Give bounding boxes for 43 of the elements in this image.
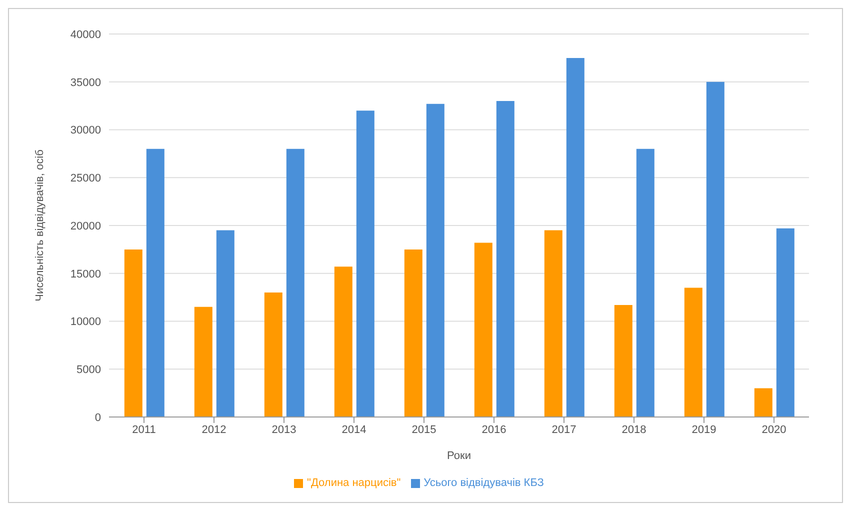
bar [754,388,772,417]
bar [194,306,212,417]
x-tick-label: 2011 [132,424,156,436]
x-tick-label: 2012 [202,424,226,436]
x-tick-label: 2015 [412,424,436,436]
bar [496,101,514,417]
x-tick-label: 2013 [272,424,296,436]
bar [636,148,654,417]
bar [474,242,492,417]
bar [264,292,282,417]
bar [334,266,352,417]
bar [356,110,374,417]
y-tick-label: 0 [94,412,101,424]
bar [566,58,584,417]
bar [614,304,632,417]
x-tick-label: 2020 [762,424,786,436]
x-tick-label: 2017 [552,424,576,436]
legend-label: "Долина нарцисів" [307,477,401,489]
x-tick-label: 2019 [692,424,716,436]
bar [544,230,562,417]
y-tick-label: 15000 [70,268,101,280]
y-tick-label: 25000 [70,172,101,185]
x-tick-label: 2016 [482,424,506,436]
y-tick-label: 20000 [70,220,101,232]
x-tick-label: 2018 [622,424,646,436]
x-axis-title: Роки [447,450,471,462]
bar [146,148,164,417]
bar [216,230,234,417]
bar [286,148,304,417]
y-tick-label: 35000 [70,76,101,89]
bar [124,249,142,417]
y-tick-label: 10000 [70,316,101,328]
bar [684,288,702,417]
bar [404,249,422,417]
y-tick-label: 40000 [70,28,101,41]
y-tick-label: 30000 [70,124,101,137]
bar [706,82,724,417]
bar [426,104,444,417]
bar [776,228,794,417]
legend-label: Усього відвідувачів КБЗ [424,477,544,489]
y-tick-label: 5000 [76,364,101,376]
x-tick-label: 2014 [342,424,366,436]
y-axis-title: Чисельність відвідувачів, осіб [34,150,46,302]
